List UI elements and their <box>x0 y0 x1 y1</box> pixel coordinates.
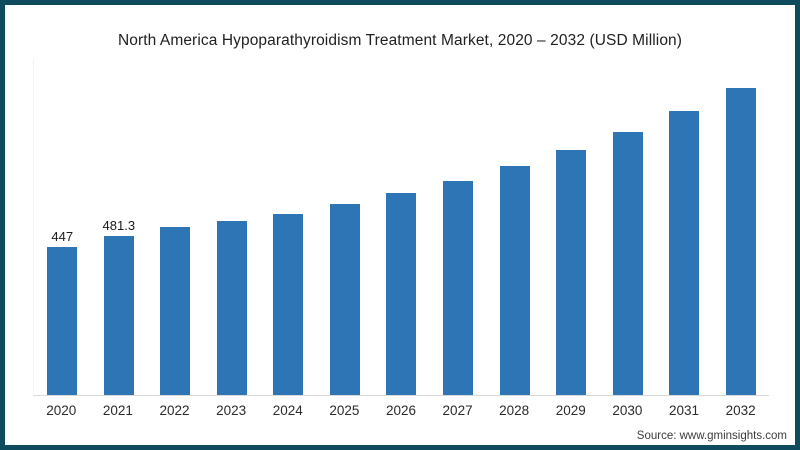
bar <box>442 181 473 395</box>
bar-slot <box>373 60 430 395</box>
bar-slot <box>712 60 769 395</box>
x-axis-tick-label: 2022 <box>159 403 190 418</box>
bar <box>386 193 417 395</box>
x-axis-tick-label: 2026 <box>385 403 416 418</box>
x-axis-tick-label: 2021 <box>102 403 133 418</box>
x-axis-tick-label: 2031 <box>668 403 700 418</box>
x-axis-labels: 2020 2021 2022 2023 2024 2025 2026 2027 2028 2029… <box>33 403 769 418</box>
x-axis-tick-label: 2020 <box>46 403 77 418</box>
bar-slot <box>430 60 487 395</box>
bar <box>47 247 78 395</box>
bar-slot <box>260 60 317 395</box>
x-axis-tick-label: 2025 <box>329 403 360 418</box>
bar <box>499 166 530 395</box>
x-axis-tick-label: 2030 <box>612 403 643 418</box>
bar <box>725 88 756 395</box>
x-axis-tick-label: 2027 <box>442 403 473 418</box>
bar-value-label: 447 <box>51 229 74 244</box>
x-axis-tick-label: 2029 <box>555 403 586 418</box>
bar-value-label: 481.3 <box>102 218 136 233</box>
bar <box>669 111 700 395</box>
bar-slot <box>656 60 713 395</box>
bar <box>103 236 134 395</box>
bar <box>556 150 587 395</box>
bar-slot <box>599 60 656 395</box>
bar-slot <box>204 60 261 395</box>
x-axis-tick-label: 2024 <box>272 403 303 418</box>
bar <box>216 221 247 395</box>
plot-area: 447 481.3 <box>33 60 769 396</box>
bar <box>612 132 643 395</box>
bar <box>329 204 360 395</box>
x-axis-tick-label: 2028 <box>499 403 530 418</box>
source-credit: Source: www.gminsights.com <box>636 430 787 442</box>
bar-slot <box>317 60 374 395</box>
bar-slot <box>486 60 543 395</box>
chart-title: North America Hypoparathyroidism Treatme… <box>117 32 683 49</box>
bar <box>160 227 191 395</box>
x-axis-tick-label: 2023 <box>216 403 247 418</box>
bar-slot: 481.3 <box>91 60 148 395</box>
bar <box>273 214 304 395</box>
bar-slot: 447 <box>34 60 91 395</box>
bar-slot <box>543 60 600 395</box>
x-axis-tick-label: 2032 <box>725 403 756 418</box>
bar-slot <box>147 60 204 395</box>
